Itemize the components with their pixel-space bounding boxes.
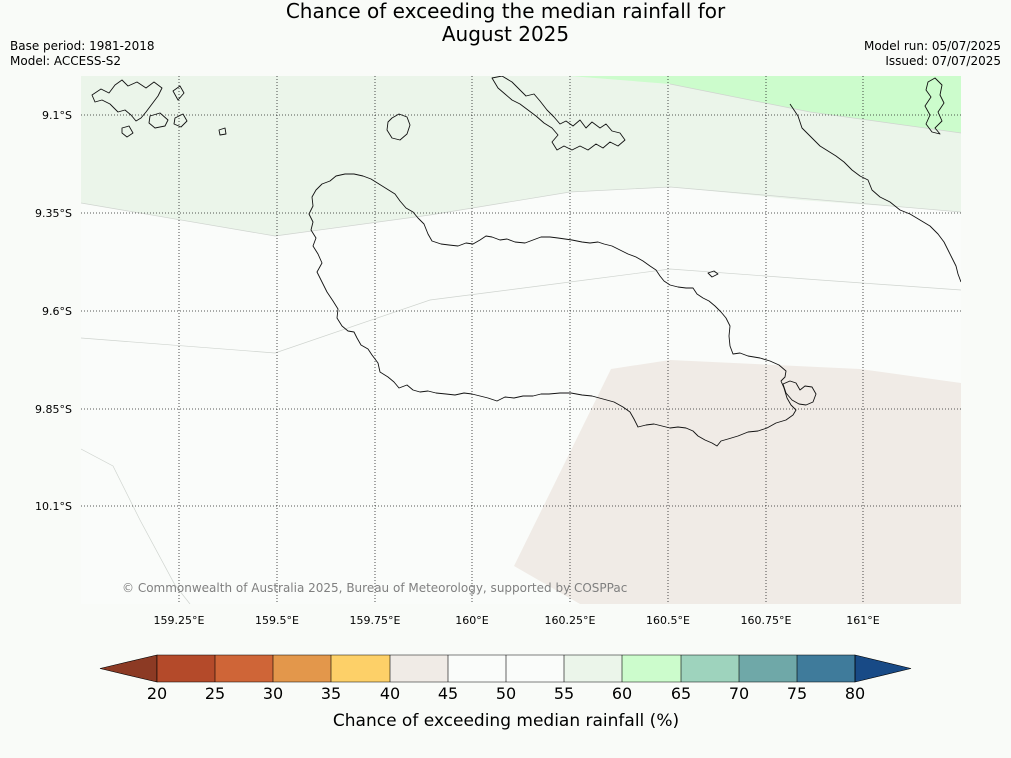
map-panel: © Commonwealth of Australia 2025, Bureau…	[81, 76, 961, 604]
coast-savo-island	[386, 113, 411, 141]
colorbar-tick-8: 60	[612, 684, 632, 703]
colorbar-tick-12: 80	[845, 684, 865, 703]
colorbar-tick-11: 75	[787, 684, 807, 703]
colorbar-cell-75-80	[797, 655, 855, 682]
title-line-2: August 2025	[441, 22, 570, 46]
coast-malaita-north	[924, 77, 945, 135]
colorbar-cell-40-45	[390, 655, 448, 682]
model-label: Model: ACCESS-S2	[10, 54, 122, 68]
lon-tick-1: 159.5°E	[255, 614, 299, 627]
lat-tick-1: 9.35°S	[35, 207, 72, 220]
model-run-label: Model run: 05/07/2025	[863, 39, 1001, 53]
colorbar-dividers	[156, 654, 856, 683]
lon-tick-6: 160.75°E	[741, 614, 792, 627]
coast-russell-islands	[91, 79, 163, 122]
colorbar-cell-20-25	[157, 655, 215, 682]
contour-lines	[81, 83, 961, 604]
meta-left: Base period: 1981-2018 Model: ACCESS-S2	[10, 39, 155, 69]
coast-islet-d	[172, 85, 185, 101]
coast-islet-e	[218, 127, 227, 136]
lat-tick-2: 9.6°S	[42, 305, 72, 318]
coast-small-islet	[707, 270, 719, 278]
colorbar-label: Chance of exceeding median rainfall (%)	[333, 711, 679, 731]
copyright-text: © Commonwealth of Australia 2025, Bureau…	[122, 581, 627, 595]
probability-fill	[81, 76, 961, 604]
coast-islet-b	[148, 112, 169, 129]
colorbar-cell-70-75	[739, 655, 797, 682]
zone-55-60	[81, 76, 961, 236]
lon-tick-7: 161°E	[846, 614, 879, 627]
contour-line-d	[669, 83, 961, 134]
coast-malaita-west	[789, 103, 961, 283]
colorbar-tick-9: 65	[671, 684, 691, 703]
coastlines	[91, 76, 961, 447]
graticule	[81, 76, 961, 604]
colorbar-cell-30-35	[273, 655, 331, 682]
lon-tick-4: 160.25°E	[545, 614, 596, 627]
colorbar-tick-labels: 20 25 30 35 40 45 50 55 60 65 70 75 80	[147, 684, 865, 703]
coast-islet-c	[173, 113, 188, 128]
colorbar-tick-5: 45	[438, 684, 458, 703]
coast-islet-a	[121, 125, 134, 138]
coast-florida-islands	[491, 76, 626, 151]
colorbar-tick-10: 70	[729, 684, 749, 703]
colorbar-tick-0: 20	[147, 684, 167, 703]
lon-tick-2: 159.75°E	[350, 614, 401, 627]
colorbar: 20 25 30 35 40 45 50 55 60 65 70 75 80 C…	[99, 654, 912, 731]
coast-marau-islets	[782, 380, 817, 406]
lat-tick-0: 9.1°S	[42, 109, 72, 122]
lat-tick-4: 10.1°S	[35, 500, 72, 513]
colorbar-tick-1: 25	[205, 684, 225, 703]
lon-tick-labels: 159.25°E 159.5°E 159.75°E 160°E 160.25°E…	[154, 614, 880, 627]
colorbar-cell-55-60	[564, 655, 622, 682]
lon-tick-0: 159.25°E	[154, 614, 205, 627]
colorbar-tick-3: 35	[321, 684, 341, 703]
title-line-1: Chance of exceeding the median rainfall …	[285, 0, 726, 23]
lon-tick-3: 160°E	[455, 614, 488, 627]
colorbar-cell-60-65	[622, 655, 681, 682]
contour-line-b	[81, 448, 191, 604]
colorbar-tick-2: 30	[263, 684, 283, 703]
base-period-label: Base period: 1981-2018	[10, 39, 155, 53]
lat-tick-labels: 9.1°S 9.35°S 9.6°S 9.85°S 10.1°S	[35, 109, 72, 513]
colorbar-cell-65-70	[681, 655, 739, 682]
meta-right: Model run: 05/07/2025 Issued: 07/07/2025	[864, 39, 1001, 69]
lon-tick-5: 160.5°E	[646, 614, 690, 627]
colorbar-extend-low	[99, 654, 158, 683]
colorbar-tick-4: 40	[380, 684, 400, 703]
colorbar-cell-25-30	[215, 655, 273, 682]
contour-line-a	[81, 268, 961, 354]
colorbar-tick-7: 55	[554, 684, 574, 703]
issued-label: Issued: 07/07/2025	[885, 54, 1001, 68]
lat-tick-3: 9.85°S	[35, 403, 72, 416]
colorbar-tick-6: 50	[496, 684, 516, 703]
colorbar-cell-45-50	[448, 655, 506, 682]
zone-40-45	[514, 360, 961, 604]
colorbar-cell-50-55	[506, 655, 564, 682]
colorbar-extend-high	[854, 654, 912, 683]
coast-guadalcanal	[308, 173, 797, 447]
colorbar-cell-35-40	[331, 655, 390, 682]
contour-line-c	[81, 186, 961, 237]
map-title: Chance of exceeding the median rainfall …	[0, 0, 1011, 46]
